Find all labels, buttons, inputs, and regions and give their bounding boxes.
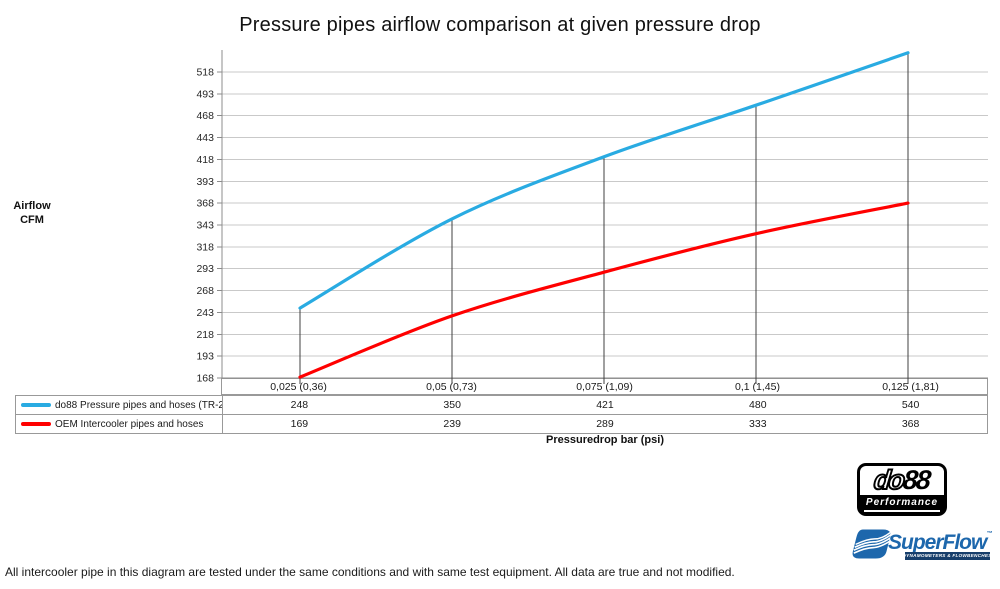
y-tick-label: 243 <box>196 307 214 319</box>
x-tick-label: 0,05 (0,73) <box>426 380 477 393</box>
do88-logo-text-solid: 88 <box>901 466 932 495</box>
superflow-logo: SuperFlow™ DYNAMOMETERS & FLOWBENCHES <box>852 526 994 566</box>
legend-series-name: do88 Pressure pipes and hoses (TR-230) <box>55 399 223 411</box>
series-value-cell: 239 <box>443 418 461 430</box>
y-tick-label: 518 <box>196 67 214 79</box>
trademark-symbol: ™ <box>986 531 993 537</box>
legend-cell: do88 Pressure pipes and hoses (TR-230) <box>16 396 223 414</box>
y-tick-label: 218 <box>196 329 214 341</box>
legend-series-name: OEM Intercooler pipes and hoses <box>55 418 204 430</box>
y-axis-title: Airflow CFM <box>6 200 58 228</box>
y-tick-label: 393 <box>196 176 214 188</box>
do88-logo-text-outline: do <box>872 466 906 495</box>
y-tick-label: 318 <box>196 241 214 253</box>
x-tick-label: 0,1 (1,45) <box>735 380 780 393</box>
legend-cell: OEM Intercooler pipes and hoses <box>16 415 223 433</box>
superflow-wave-icon <box>852 529 892 559</box>
y-tick-label: 168 <box>196 373 214 385</box>
chart-title: Pressure pipes airflow comparison at giv… <box>239 14 761 36</box>
y-tick-label: 293 <box>196 263 214 275</box>
superflow-logo-text: SuperFlow™ <box>888 531 993 554</box>
legend-line-swatch <box>21 422 51 426</box>
series-value-cell: 368 <box>901 418 920 430</box>
series-value-cell: 248 <box>290 399 309 411</box>
y-axis-title-line2: CFM <box>20 213 44 226</box>
legend-value-table: do88 Pressure pipes and hoses (TR-230) 24… <box>15 395 988 434</box>
x-tick-label: 0,125 (1,81) <box>882 380 939 393</box>
series-line <box>298 201 910 379</box>
do88-logo-subtext: Performance <box>864 497 940 512</box>
superflow-logo-subtext: DYNAMOMETERS & FLOWBENCHES <box>902 553 993 559</box>
series-value-cell: 480 <box>749 399 767 411</box>
y-tick-label: 268 <box>196 285 214 297</box>
table-row: OEM Intercooler pipes and hoses 169 239 289… <box>16 414 987 433</box>
y-tick-label: 493 <box>196 88 214 100</box>
disclaimer-text: All intercooler pipe in this diagram are… <box>5 565 735 579</box>
series-value-cell: 289 <box>596 418 614 430</box>
series-value-cell: 169 <box>290 418 309 430</box>
y-tick-label: 343 <box>196 220 214 232</box>
series-line <box>298 51 910 310</box>
table-row: do88 Pressure pipes and hoses (TR-230) 24… <box>16 396 987 414</box>
x-tick-label: 0,075 (1,09) <box>576 380 633 393</box>
x-axis-label-row: 0,025 (0,36) 0,05 (0,73) 0,075 (1,09) 0,1 (… <box>221 378 988 395</box>
series-value-cell: 540 <box>901 399 920 411</box>
y-tick-label: 443 <box>196 132 214 144</box>
series-value-cell: 421 <box>596 399 614 411</box>
legend-line-swatch <box>21 403 51 407</box>
superflow-logo-subtext-bar: DYNAMOMETERS & FLOWBENCHES <box>902 552 993 560</box>
y-tick-label: 193 <box>196 351 214 363</box>
do88-logo-wordmark: do88 <box>860 466 944 495</box>
y-tick-label: 418 <box>196 154 214 166</box>
x-axis-title: Pressuredrop bar (psi) <box>546 434 664 446</box>
x-tick-label: 0,025 (0,36) <box>270 380 327 393</box>
series-value-cell: 333 <box>749 418 767 430</box>
y-tick-label: 468 <box>196 110 214 122</box>
do88-logo: do88 Performance <box>857 463 947 516</box>
series-value-cell: 350 <box>443 399 461 411</box>
y-axis-title-line1: Airflow <box>13 200 51 212</box>
y-tick-label: 368 <box>196 198 214 210</box>
